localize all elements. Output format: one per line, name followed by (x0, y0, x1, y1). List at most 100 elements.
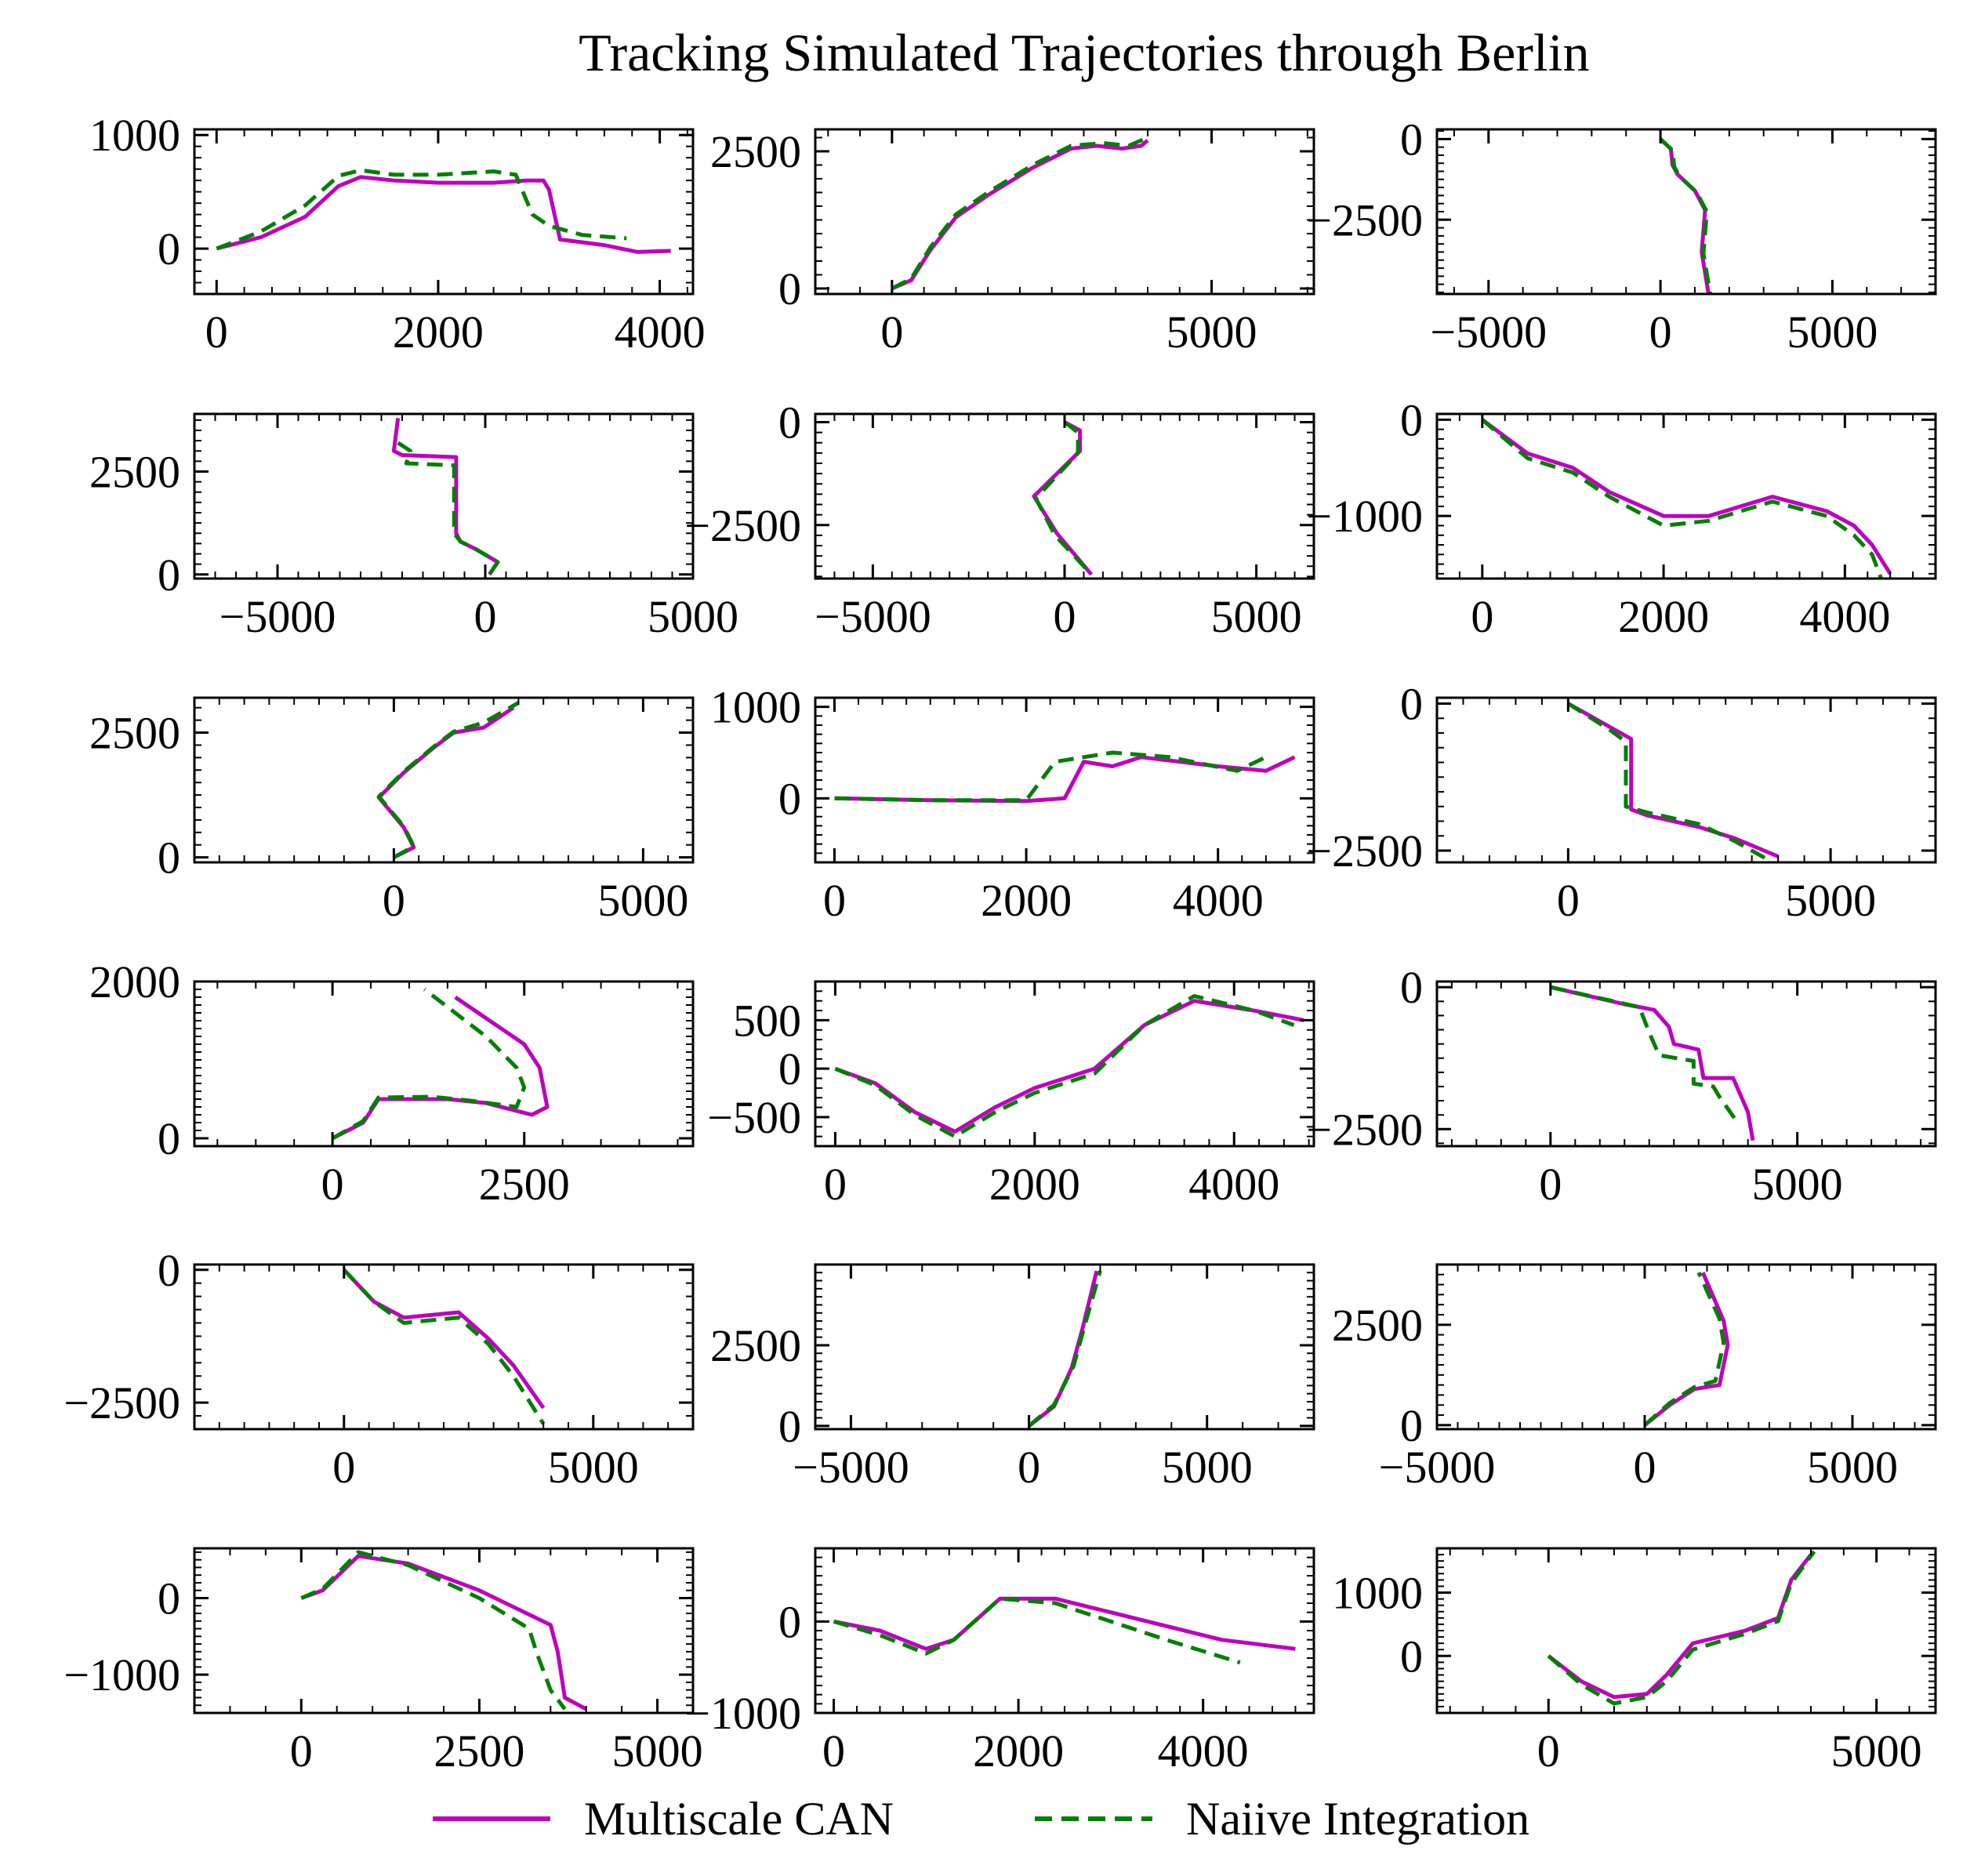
y-tick-label: 1000 (1332, 1568, 1423, 1619)
y-tick-label: 0 (778, 397, 801, 448)
x-tick-label: 2000 (1618, 591, 1709, 642)
y-tick-label: 0 (158, 550, 180, 601)
axes-frame (1435, 696, 1937, 864)
y-tick-label: 0 (158, 1113, 180, 1164)
y-tick-label: 0 (1400, 962, 1423, 1013)
axes-frame (1435, 980, 1937, 1148)
y-tick-label: 0 (1400, 679, 1423, 730)
axes-frame (193, 128, 695, 296)
axes-frame (1435, 128, 1937, 296)
subplot-9: 0 5000 −2500 0 (1306, 679, 1937, 926)
x-tick-label: 5000 (597, 875, 688, 926)
series-line-can (1659, 137, 1711, 294)
series-line-can (1547, 1553, 1812, 1700)
x-tick-label: 5000 (612, 1725, 703, 1776)
y-tick-label: 0 (158, 1573, 180, 1624)
y-tick-label: 2500 (710, 1320, 801, 1371)
x-tick-label: 5000 (1807, 1442, 1898, 1493)
x-tick-label: 0 (1537, 1725, 1560, 1776)
subplot-10: 0 2500 0 2000 (89, 956, 695, 1210)
subplot-4: −5000 0 5000 0 2500 (89, 412, 738, 642)
x-tick-label: 5000 (1752, 1159, 1843, 1210)
x-tick-label: 0 (1557, 875, 1580, 926)
y-tick-label: 1000 (710, 682, 801, 733)
x-tick-label: 0 (822, 1725, 845, 1776)
y-tick-label: −2500 (63, 1377, 180, 1428)
series-line-can (300, 1554, 587, 1711)
series-line-can (1481, 418, 1892, 575)
y-tick-label: 1000 (89, 110, 180, 161)
x-tick-label: 0 (1649, 307, 1672, 357)
subplot-2: 0 5000 0 2500 (710, 126, 1315, 357)
y-tick-label: 2500 (89, 708, 180, 759)
x-tick-label: 0 (205, 307, 228, 357)
x-tick-label: 5000 (648, 591, 738, 642)
x-tick-label: 5000 (1162, 1442, 1253, 1493)
series-line-naive (1659, 137, 1713, 294)
x-tick-label: 5000 (1166, 307, 1257, 357)
series-line-can (834, 755, 1296, 804)
y-tick-label: 0 (778, 1596, 801, 1647)
series-line-naive (1547, 1550, 1816, 1706)
x-tick-label: 5000 (1211, 591, 1302, 642)
series-line-naive (833, 1596, 1241, 1665)
series-line-naive (891, 136, 1148, 291)
y-tick-label: 0 (1400, 114, 1423, 165)
series-line-can (331, 995, 550, 1141)
y-tick-label: 0 (158, 1245, 180, 1296)
legend-can-label: Multiscale CAN (584, 1793, 894, 1845)
y-tick-label: 2500 (1332, 1300, 1423, 1351)
y-tick-label: 0 (1400, 394, 1423, 445)
subplot-6: 0 2000 4000 −1000 0 (1306, 394, 1937, 642)
y-tick-label: −1000 (63, 1649, 180, 1700)
series-line-naive (834, 750, 1267, 803)
x-tick-label: 5000 (548, 1442, 639, 1493)
legend-naive-label: Naiive Integration (1186, 1793, 1529, 1845)
y-tick-label: −2500 (1306, 826, 1423, 876)
x-tick-label: 4000 (1188, 1159, 1279, 1210)
series-line-naive (1550, 985, 1740, 1125)
axes-frame (814, 1263, 1315, 1431)
axes-frame (193, 1263, 695, 1431)
series-line-can (391, 417, 500, 576)
y-tick-label: 0 (778, 263, 801, 314)
x-tick-label: 0 (1018, 1442, 1040, 1493)
series-line-can (1028, 1270, 1099, 1428)
series-line-can (1550, 985, 1755, 1141)
x-tick-label: 0 (824, 1159, 847, 1210)
axes-frame (1435, 412, 1937, 580)
x-tick-label: 5000 (1787, 307, 1878, 357)
series-line-can (216, 175, 671, 254)
x-tick-label: 0 (1539, 1159, 1562, 1210)
series-line-can (891, 139, 1149, 291)
y-tick-label: 500 (733, 995, 801, 1046)
x-tick-label: 2500 (479, 1159, 570, 1210)
y-tick-label: 0 (158, 223, 180, 274)
axes-frame (814, 412, 1315, 580)
series-line-naive (397, 441, 500, 576)
series-line-can (342, 1268, 546, 1410)
series-line-naive (834, 994, 1295, 1139)
axes-frame (814, 1547, 1315, 1715)
x-tick-label: 2000 (973, 1725, 1064, 1776)
x-tick-label: 0 (1054, 591, 1076, 642)
y-tick-label: 2500 (710, 126, 801, 177)
x-tick-label: 0 (1634, 1442, 1656, 1493)
subplot-7: 0 5000 0 2500 (89, 696, 695, 926)
x-tick-label: 4000 (1158, 1725, 1249, 1776)
series-line-naive (342, 1268, 546, 1425)
y-tick-label: 0 (1400, 1631, 1423, 1682)
x-tick-label: 4000 (1799, 591, 1890, 642)
series-line-naive (1027, 1270, 1102, 1428)
subplot-18: 0 5000 0 1000 (1332, 1547, 1937, 1776)
x-tick-label: −5000 (793, 1442, 909, 1493)
series-line-naive (300, 1550, 567, 1711)
x-tick-label: 0 (823, 875, 846, 926)
axes-frame (193, 980, 695, 1148)
x-tick-label: 5000 (1785, 875, 1876, 926)
subplot-3: −5000 0 5000 −2500 0 (1306, 114, 1937, 357)
